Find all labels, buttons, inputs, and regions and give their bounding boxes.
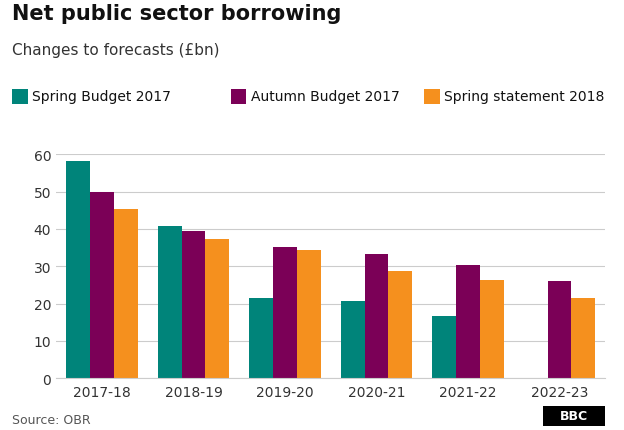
Bar <box>158 226 182 378</box>
Bar <box>456 265 480 378</box>
Text: Changes to forecasts (£bn): Changes to forecasts (£bn) <box>12 43 220 58</box>
Bar <box>341 301 364 378</box>
Bar <box>364 254 388 378</box>
Bar <box>114 210 138 378</box>
Text: Net public sector borrowing: Net public sector borrowing <box>12 4 342 24</box>
Bar <box>297 250 321 378</box>
Text: BBC: BBC <box>560 409 588 423</box>
Bar <box>388 271 412 378</box>
Bar <box>480 281 504 378</box>
Bar <box>182 231 205 378</box>
Bar <box>273 248 297 378</box>
Bar <box>205 240 229 378</box>
Bar <box>90 193 114 378</box>
Bar <box>66 161 90 378</box>
Bar <box>572 299 595 378</box>
Text: Spring statement 2018: Spring statement 2018 <box>444 90 605 104</box>
Text: Spring Budget 2017: Spring Budget 2017 <box>32 90 172 104</box>
Bar <box>548 282 572 378</box>
Text: Source: OBR: Source: OBR <box>12 413 91 426</box>
Bar <box>432 316 456 378</box>
Bar <box>249 299 273 378</box>
Text: Autumn Budget 2017: Autumn Budget 2017 <box>251 90 399 104</box>
